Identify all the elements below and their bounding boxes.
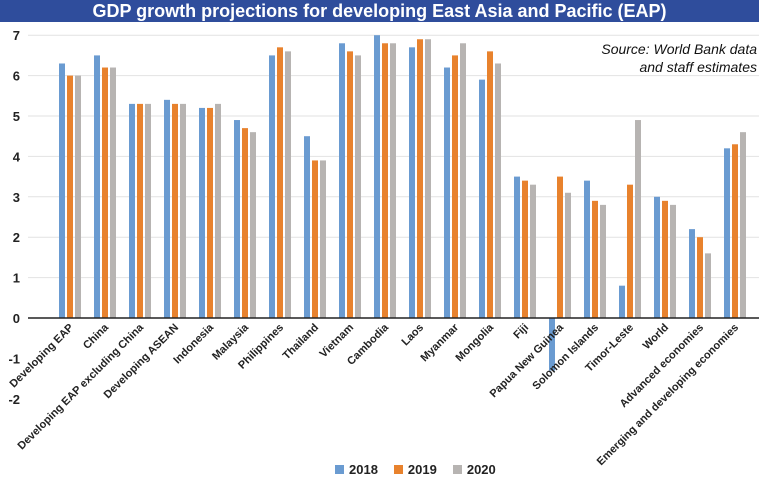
legend: 2018 2019 2020: [335, 462, 496, 477]
bar-2019: [137, 103, 143, 318]
bar-2018: [234, 120, 240, 318]
x-tick-label: Mongolia: [453, 321, 496, 364]
bar-2018: [269, 55, 275, 319]
bar-2020: [670, 204, 676, 318]
bar-2020: [355, 55, 361, 319]
source-line-1: Source: World Bank data: [601, 41, 757, 57]
legend-label: 2019: [407, 462, 437, 477]
bar-2018: [584, 180, 590, 318]
bar-2018: [689, 229, 695, 318]
y-tick-label: -2: [8, 392, 20, 407]
bar-2020: [250, 132, 256, 318]
y-tick-label: 7: [13, 28, 20, 43]
bar-2019: [557, 176, 563, 318]
x-tick-label: Thailand: [281, 322, 321, 362]
bar-2019: [67, 75, 73, 318]
bar-2019: [172, 103, 178, 318]
bar-2019: [242, 128, 248, 318]
bar-2020: [460, 43, 466, 318]
bar-2018: [724, 148, 730, 318]
bar-2019: [417, 39, 423, 319]
bar-2020: [320, 160, 326, 318]
bar-2020: [530, 184, 536, 318]
bar-2019: [592, 200, 598, 318]
legend-label: 2020: [466, 462, 496, 477]
bar-2020: [495, 63, 501, 319]
bar-2018: [164, 99, 170, 318]
source-line-2: and staff estimates: [639, 59, 757, 75]
bar-2019: [732, 144, 738, 318]
bar-2020: [215, 103, 221, 318]
bar-2020: [110, 67, 116, 319]
bar-2018: [549, 318, 555, 371]
bar-2018: [94, 55, 100, 319]
bar-2019: [487, 51, 493, 319]
bar-2018: [514, 176, 520, 318]
y-tick-label: 4: [13, 149, 21, 164]
x-tick-label: Solomon Islands: [530, 322, 601, 393]
bar-2018: [59, 63, 65, 319]
bar-2018: [479, 79, 485, 318]
x-tick-label: China: [81, 321, 112, 352]
bar-2020: [635, 120, 641, 318]
x-tick-label: Developing EAP excluding China: [15, 321, 146, 452]
bar-2018: [654, 196, 660, 318]
bar-2019: [627, 184, 633, 318]
bar-2020: [705, 253, 711, 318]
legend-swatch: [335, 465, 344, 474]
bar-2020: [145, 103, 151, 318]
x-tick-label: Laos: [399, 322, 426, 349]
legend-label: 2018: [349, 462, 378, 477]
legend-swatch: [452, 465, 462, 474]
y-tick-label: 5: [13, 109, 20, 124]
legend-swatch: [393, 465, 403, 474]
bar-2019: [382, 43, 388, 318]
bar-2018: [304, 136, 310, 318]
bar-2020: [180, 103, 186, 318]
bar-2018: [199, 107, 205, 318]
x-tick-label: Fiji: [511, 322, 531, 342]
bar-2018: [409, 47, 415, 318]
bar-2018: [444, 67, 450, 319]
bar-2018: [129, 103, 135, 318]
bar-2019: [452, 55, 458, 319]
y-tick-label: 0: [13, 311, 20, 326]
bar-2019: [347, 51, 353, 319]
y-tick-label: 3: [13, 190, 20, 205]
legend-item-2019: 2019: [393, 462, 437, 477]
y-tick-label: 2: [13, 230, 20, 245]
bar-2020: [425, 39, 431, 319]
chart-title: GDP growth projections for developing Ea…: [0, 0, 759, 22]
x-tick-label: World: [641, 322, 671, 352]
bar-2019: [522, 180, 528, 318]
bar-2020: [600, 204, 606, 318]
bar-2020: [75, 75, 81, 318]
bar-2020: [390, 43, 396, 318]
bar-2018: [339, 43, 345, 318]
source-annotation: Source: World Bank data and staff estima…: [601, 40, 757, 76]
bar-2019: [697, 237, 703, 318]
y-tick-label: 1: [13, 271, 20, 286]
bar-2018: [619, 285, 625, 318]
bar-2020: [740, 132, 746, 318]
bar-2020: [565, 192, 571, 318]
bar-2020: [285, 51, 291, 319]
legend-item-2020: 2020: [452, 462, 496, 477]
legend-item-2018: 2018: [335, 462, 378, 477]
bar-2019: [662, 200, 668, 318]
bar-2018: [374, 35, 380, 318]
y-tick-label: 6: [13, 69, 20, 84]
bar-2019: [312, 160, 318, 318]
bar-2019: [207, 107, 213, 318]
y-tick-label: -1: [8, 351, 20, 366]
bar-2019: [277, 47, 283, 318]
bar-2019: [102, 67, 108, 319]
